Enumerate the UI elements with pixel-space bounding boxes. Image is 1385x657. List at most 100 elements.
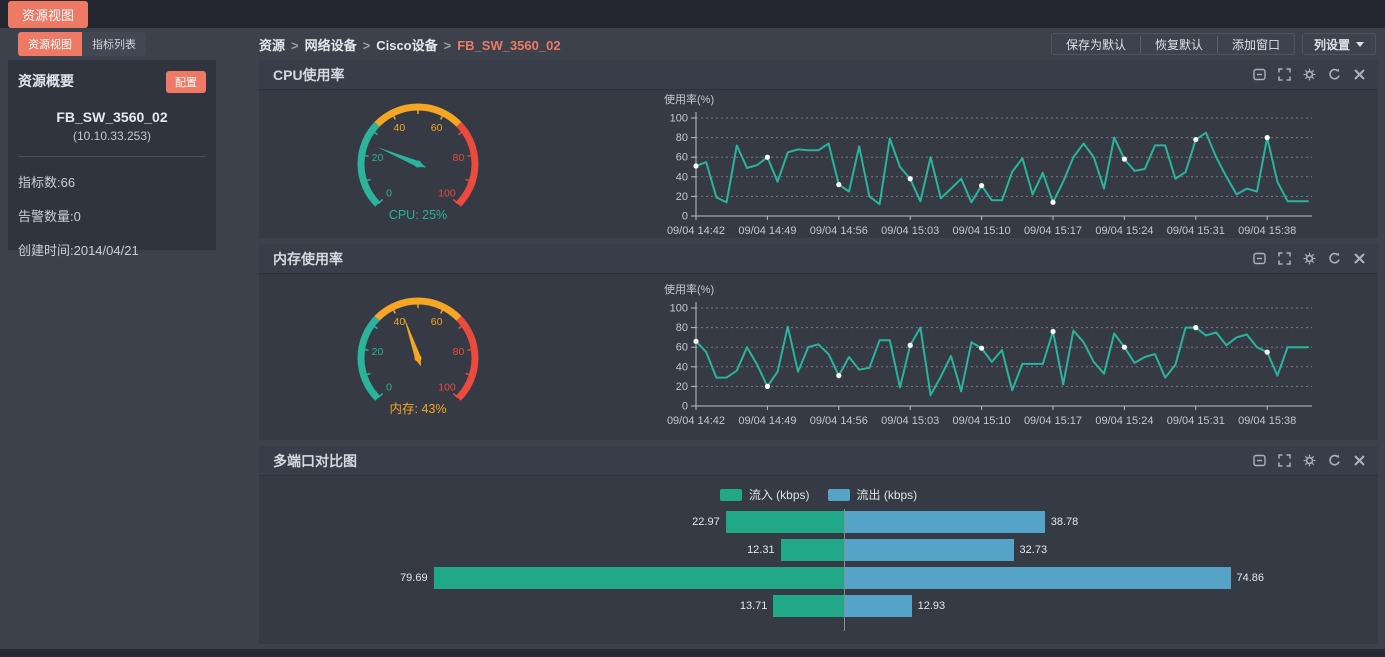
restore-default-button[interactable]: 恢复默认 bbox=[1139, 35, 1217, 53]
toolbar-button-group: 保存为默认 恢复默认 添加窗口 bbox=[1050, 33, 1295, 55]
gauge-tick-label: 0 bbox=[386, 187, 392, 199]
metric-count-stat: 指标数:66 bbox=[18, 175, 76, 190]
save-as-default-button[interactable]: 保存为默认 bbox=[1065, 37, 1126, 52]
x-tick-label: 09/04 14:49 bbox=[738, 415, 796, 427]
dashboard: CPU使用率 0 20 40 60 80 100 CPU: 25% 0 20 40 60 80 100… bbox=[250, 55, 1385, 650]
memory-gauge: 0 20 40 60 80 100 内存: 43% bbox=[333, 284, 503, 434]
x-tick-label: 09/04 15:03 bbox=[881, 415, 939, 427]
top-bar: 资源视图 bbox=[0, 0, 1385, 28]
device-ip: (10.10.33.253) bbox=[72, 129, 152, 143]
inflow-bar[interactable] bbox=[433, 567, 844, 589]
data-point-marker bbox=[764, 154, 770, 160]
data-point-marker bbox=[907, 176, 913, 182]
panel-ports-icons bbox=[1253, 454, 1366, 467]
breadcrumb-separator: > bbox=[291, 37, 299, 53]
outflow-value-label: 32.73 bbox=[1019, 544, 1048, 556]
data-point-marker bbox=[764, 383, 770, 389]
outflow-bar[interactable] bbox=[845, 567, 1231, 589]
outflow-bar[interactable] bbox=[845, 539, 1014, 561]
x-tick-label: 09/04 15:17 bbox=[1024, 415, 1082, 427]
data-point-marker bbox=[1121, 156, 1127, 162]
content-area: 资源概要 配置 FB_SW_3560_02 (10.10.33.253) 指标数… bbox=[0, 55, 1385, 650]
settings-icon[interactable] bbox=[1303, 454, 1316, 467]
breadcrumb-item[interactable]: 网络设备 bbox=[304, 37, 357, 53]
bar-legend: 流入 (kbps) 流出 (kbps) bbox=[259, 476, 1378, 503]
sidebar-tab-metric-list[interactable]: 指标列表 bbox=[82, 32, 146, 56]
inflow-bar[interactable] bbox=[773, 595, 844, 617]
gauge-tick-label: 60 bbox=[431, 316, 443, 328]
tab-resource-view[interactable]: 资源视图 bbox=[8, 0, 89, 28]
column-settings-label: 列设置 bbox=[1313, 37, 1350, 52]
usage-line-series bbox=[695, 325, 1309, 397]
fullscreen-icon[interactable] bbox=[1278, 252, 1291, 265]
gauge-tick-label: 20 bbox=[372, 346, 384, 358]
gauge-needle bbox=[377, 147, 427, 168]
data-point-marker bbox=[1193, 325, 1199, 331]
collapse-icon[interactable] bbox=[1253, 454, 1266, 467]
created-date-stat: 创建时间:2014/04/21 bbox=[18, 243, 139, 258]
line-chart-svg: 0 20 40 60 80 100 使用率(%) 09/04 14:42 09/04 14:49… bbox=[664, 92, 1312, 237]
x-tick-label: 09/04 14:56 bbox=[810, 225, 868, 237]
x-tick-label: 09/04 15:24 bbox=[1095, 225, 1153, 237]
gauge-tick-label: 100 bbox=[438, 187, 456, 199]
gauge-tick-label: 40 bbox=[394, 316, 406, 328]
refresh-icon[interactable] bbox=[1328, 68, 1341, 81]
x-tick-label: 09/04 15:38 bbox=[1238, 415, 1296, 427]
gauge-needle bbox=[403, 316, 421, 367]
collapse-icon[interactable] bbox=[1253, 252, 1266, 265]
y-tick-label: 100 bbox=[670, 113, 688, 125]
caret-down-icon bbox=[1356, 41, 1364, 47]
ports-bar-plot: 22.97 12.31 79.69 13.71 38.78 32.73 74.86 12.93 bbox=[259, 509, 1378, 631]
fullscreen-icon[interactable] bbox=[1278, 68, 1291, 81]
outflow-value-label: 12.93 bbox=[917, 600, 946, 612]
panel-ports-title: 多端口对比图 bbox=[273, 452, 357, 469]
breadcrumb-separator: > bbox=[443, 37, 452, 53]
breadcrumb-item[interactable]: FB_SW_3560_02 bbox=[457, 37, 561, 53]
close-icon[interactable] bbox=[1353, 68, 1366, 81]
device-name: FB_SW_3560_02 bbox=[56, 109, 168, 125]
breadcrumb-item[interactable]: Cisco设备 bbox=[376, 37, 438, 53]
outflow-value-label: 38.78 bbox=[1050, 516, 1079, 528]
data-point-marker bbox=[1193, 136, 1199, 143]
legend-item[interactable]: 流入 (kbps) bbox=[719, 486, 810, 503]
gauge-tick-label: 100 bbox=[438, 381, 456, 393]
outflow-bar[interactable] bbox=[845, 595, 912, 617]
panel-port-comparison: 多端口对比图 流入 (kbps) 流出 (kbps) 22.97 12.31 79.69… bbox=[259, 446, 1378, 644]
y-tick-label: 0 bbox=[682, 211, 688, 223]
add-window-button[interactable]: 添加窗口 bbox=[1216, 35, 1294, 53]
configure-button[interactable]: 配置 bbox=[166, 71, 206, 93]
refresh-icon[interactable] bbox=[1328, 454, 1341, 467]
panel-memory-icons bbox=[1253, 252, 1366, 265]
settings-icon[interactable] bbox=[1303, 68, 1316, 81]
data-point-marker bbox=[1050, 328, 1056, 335]
y-tick-label: 80 bbox=[676, 322, 688, 334]
sidebar-tab-resource-view[interactable]: 资源视图 bbox=[18, 32, 82, 56]
y-tick-label: 60 bbox=[676, 342, 688, 354]
close-icon[interactable] bbox=[1353, 252, 1366, 265]
inflow-bar[interactable] bbox=[725, 511, 844, 533]
alarm-count-stat: 告警数量:0 bbox=[18, 209, 81, 224]
cpu-gauge: 0 20 40 60 80 100 CPU: 25% bbox=[333, 90, 503, 240]
settings-icon[interactable] bbox=[1303, 252, 1316, 265]
gauge-tick-label: 40 bbox=[394, 122, 406, 134]
x-tick-label: 09/04 15:10 bbox=[953, 415, 1011, 427]
inflow-value-label: 79.69 bbox=[400, 572, 428, 584]
y-axis-title: 使用率(%) bbox=[664, 92, 714, 106]
close-icon[interactable] bbox=[1353, 454, 1366, 467]
column-settings-button[interactable]: 列设置 bbox=[1301, 33, 1376, 55]
y-tick-label: 20 bbox=[676, 381, 688, 393]
panel-cpu-usage: CPU使用率 0 20 40 60 80 100 CPU: 25% 0 20 40 60 80 100… bbox=[259, 60, 1378, 238]
cpu-line-chart: 0 20 40 60 80 100 使用率(%) 09/04 14:42 09/04 14:49… bbox=[652, 90, 1316, 245]
y-axis-title: 使用率(%) bbox=[664, 282, 714, 296]
inflow-bar[interactable] bbox=[780, 539, 844, 561]
panel-cpu-title: CPU使用率 bbox=[273, 66, 345, 83]
y-tick-label: 40 bbox=[676, 361, 688, 373]
line-chart-svg: 0 20 40 60 80 100 使用率(%) 09/04 14:42 09/04 14:49… bbox=[664, 282, 1312, 427]
legend-item[interactable]: 流出 (kbps) bbox=[827, 486, 917, 503]
data-point-marker bbox=[1264, 349, 1270, 355]
outflow-bar[interactable] bbox=[845, 511, 1045, 533]
collapse-icon[interactable] bbox=[1253, 68, 1266, 81]
refresh-icon[interactable] bbox=[1328, 252, 1341, 265]
fullscreen-icon[interactable] bbox=[1278, 454, 1291, 467]
breadcrumb-item[interactable]: 资源 bbox=[259, 37, 286, 53]
